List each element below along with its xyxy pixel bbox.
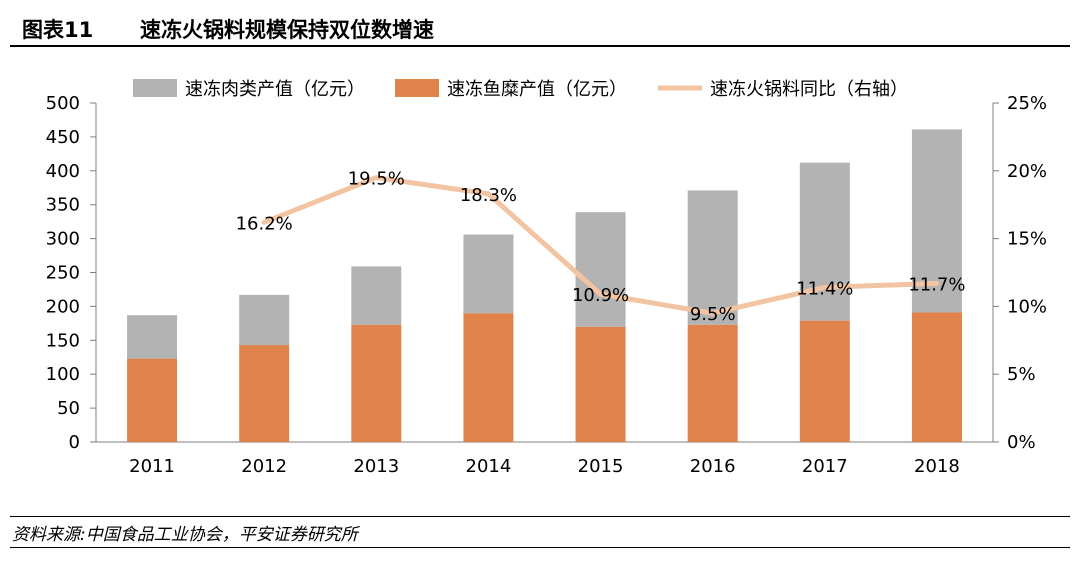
bar-fish-2013 (351, 324, 402, 442)
right-tick-label: 10% (1007, 296, 1047, 317)
x-tick-label: 2016 (690, 456, 736, 477)
x-tick-label: 2012 (241, 456, 287, 477)
right-tick-label: 0% (1007, 432, 1036, 453)
bar-meat-2016 (687, 190, 738, 325)
yoy-line (261, 175, 940, 316)
bar-meat-2012 (239, 294, 290, 346)
yoy-data-label: 10.9% (572, 285, 629, 306)
left-tick-label: 350 (46, 195, 80, 216)
yoy-data-label: 16.2% (236, 213, 293, 234)
right-tick-label: 5% (1007, 364, 1036, 385)
source-rule-bottom (10, 547, 1070, 548)
bar-meat-2013 (351, 266, 402, 325)
source-rule-top (10, 516, 1070, 517)
header-rule (10, 45, 1070, 47)
bar-meat-2014 (463, 234, 514, 314)
left-tick-label: 200 (46, 296, 80, 317)
bar-fish-2016 (687, 324, 738, 442)
yoy-data-label: 19.5% (348, 169, 405, 190)
left-tick-label: 50 (57, 398, 80, 419)
left-tick-label: 100 (46, 364, 80, 385)
figure-number: 图表11 (22, 18, 94, 42)
bar-meat-2015 (575, 212, 626, 327)
left-tick-label: 150 (46, 330, 80, 351)
right-tick-label: 25% (1007, 93, 1047, 114)
bar-fish-2012 (239, 345, 290, 442)
bar-fish-2011 (127, 358, 178, 442)
legend-label: 速冻肉类产值（亿元） (185, 79, 365, 100)
x-tick-label: 2015 (578, 456, 624, 477)
right-tick-label: 15% (1007, 229, 1047, 250)
bar-fish-2017 (799, 320, 850, 442)
left-tick-label: 300 (46, 229, 80, 250)
x-tick-label: 2013 (353, 456, 399, 477)
yoy-data-label: 11.7% (908, 274, 965, 295)
left-tick-label: 500 (46, 93, 80, 114)
source-note: 资料来源:中国食品工业协会，平安证券研究所 (12, 525, 358, 545)
x-tick-label: 2017 (802, 456, 848, 477)
yoy-data-label: 18.3% (460, 185, 517, 206)
legend-swatch (395, 79, 439, 97)
bar-fish-2014 (463, 313, 514, 442)
x-tick-label: 2014 (466, 456, 512, 477)
left-tick-label: 0 (69, 432, 80, 453)
left-tick-label: 450 (46, 127, 80, 148)
legend-swatch (133, 79, 177, 97)
figure-header: 图表11 速冻火锅料规模保持双位数增速 (10, 0, 1070, 46)
x-tick-label: 2011 (129, 456, 175, 477)
right-tick-label: 20% (1007, 161, 1047, 182)
left-tick-label: 400 (46, 161, 80, 182)
bar-fish-2018 (911, 312, 962, 442)
bar-meat-2011 (127, 315, 178, 359)
x-tick-label: 2018 (914, 456, 960, 477)
bar-meat-2017 (799, 162, 850, 321)
left-tick-label: 250 (46, 263, 80, 284)
bar-fish-2015 (575, 326, 626, 442)
legend-label: 速冻火锅料同比（右轴） (710, 79, 908, 100)
yoy-data-label: 9.5% (690, 304, 736, 325)
yoy-data-label: 11.4% (796, 278, 853, 299)
legend-label: 速冻鱼糜产值（亿元） (447, 79, 627, 100)
figure-title: 速冻火锅料规模保持双位数增速 (140, 18, 434, 42)
